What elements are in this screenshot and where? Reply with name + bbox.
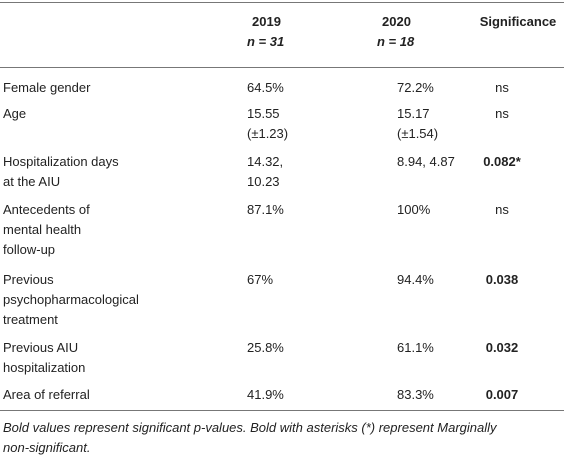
cell-2020: 83.3% (397, 387, 434, 402)
cell-2019: (±1.23) (247, 126, 289, 141)
row-label: mental health (3, 222, 82, 237)
row-label: at the AIU (3, 174, 61, 189)
cell-significance: 0.082* (483, 154, 521, 169)
row-label: Hospitalization days (3, 154, 119, 169)
cell-2020: 61.1% (397, 340, 434, 355)
column-n: n = 18 (377, 34, 415, 49)
footnote: non-significant. (3, 440, 91, 455)
cell-2019: 10.23 (247, 174, 280, 189)
cell-2019: 14.32, (247, 154, 284, 169)
top-rule (0, 2, 564, 3)
cell-2019: 64.5% (247, 80, 284, 95)
cell-2020: 72.2% (397, 80, 434, 95)
column-year: 2020 (382, 14, 411, 29)
cell-2019: 41.9% (247, 387, 284, 402)
row-label: Previous (3, 272, 54, 287)
row-label: Antecedents of (3, 202, 90, 217)
column-n: n = 31 (247, 34, 285, 49)
cell-2020: 8.94, 4.87 (397, 154, 455, 169)
row-label: treatment (3, 312, 58, 327)
bottom-rule (0, 410, 564, 411)
column-significance: Significance (479, 14, 557, 29)
row-label: hospitalization (3, 360, 86, 375)
cell-2019: 67% (247, 272, 274, 287)
cell-2020: 15.17 (397, 106, 430, 121)
cell-2020: 94.4% (397, 272, 434, 287)
cell-2020: 100% (397, 202, 431, 217)
row-label: Age (3, 106, 27, 121)
header-rule (0, 67, 564, 68)
cell-2020: (±1.54) (397, 126, 439, 141)
cell-significance: 0.032 (485, 340, 519, 355)
column-year: 2019 (252, 14, 281, 29)
cell-2019: 25.8% (247, 340, 284, 355)
cell-significance: 0.007 (485, 387, 519, 402)
row-label: Area of referral (3, 387, 90, 402)
cell-significance: ns (495, 106, 509, 121)
footnote: Bold values represent significant p-valu… (3, 420, 497, 435)
row-label: Previous AIU (3, 340, 79, 355)
cell-2019: 87.1% (247, 202, 284, 217)
cell-2019: 15.55 (247, 106, 280, 121)
cell-significance: ns (495, 202, 509, 217)
row-label: psychopharmacological (3, 292, 139, 307)
row-label: follow-up (3, 242, 56, 257)
cell-significance: ns (495, 80, 509, 95)
row-label: Female gender (3, 80, 91, 95)
cell-significance: 0.038 (485, 272, 519, 287)
